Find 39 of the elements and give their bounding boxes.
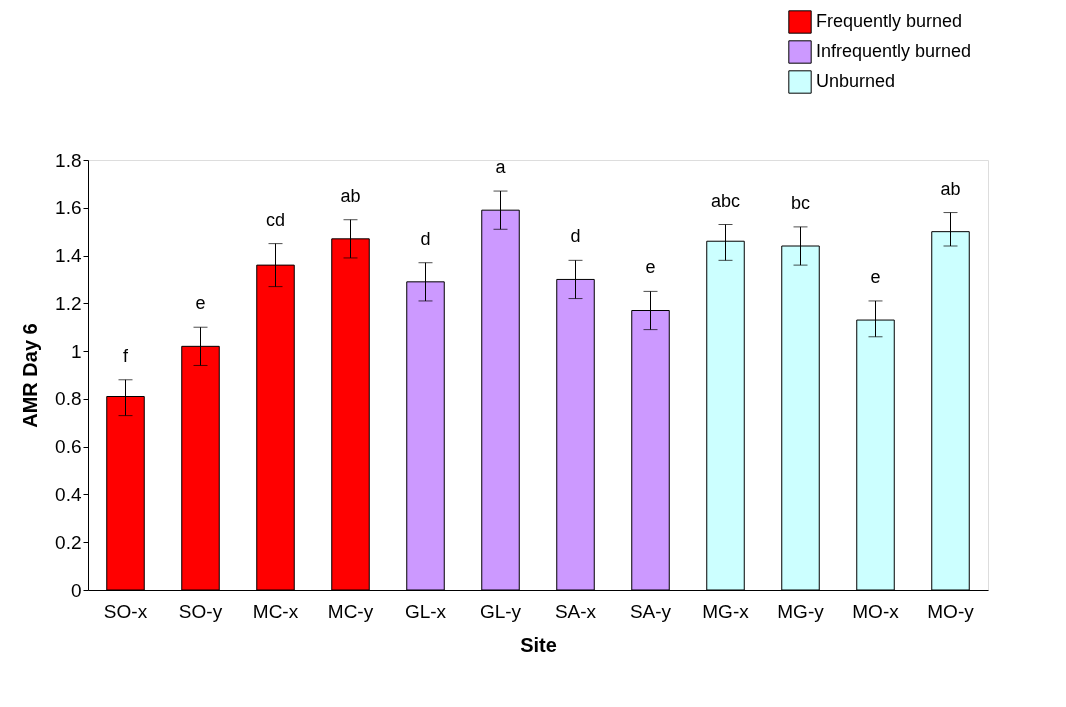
y-tick-label: 1.8 [55,149,82,171]
x-axis-title: Site [520,633,557,656]
x-tick-label: MC-x [252,600,299,622]
y-tick-label: 0.8 [55,388,82,410]
y-tick-label: 1.6 [55,197,82,219]
y-tick-label: 0.4 [55,483,82,505]
legend-label: Unburned [816,71,896,91]
y-tick-label: 1.4 [55,245,82,267]
annotation: a [495,157,507,178]
x-tick-label: MG-x [702,600,750,622]
annotation: e [195,293,206,314]
annotation: d [570,226,581,247]
x-tick-label: SO-y [178,600,223,622]
x-tick-label: MG-y [777,600,825,622]
x-tick-label: SO-x [103,600,148,622]
annotation: abc [710,190,741,211]
annotation: e [645,257,656,278]
x-tick-label: GL-x [404,600,447,622]
annotation: ab [340,185,361,206]
x-tick-label: MC-y [327,600,374,622]
annotation: d [420,228,431,249]
legend-label: Frequently burned [816,11,963,31]
legend-label: Infrequently burned [816,41,972,61]
x-tick-label: SA-y [629,600,672,622]
annotation: bc [790,192,811,213]
y-axis-title: AMR Day 6 [19,323,42,428]
y-tick-label: 1.2 [55,292,82,314]
annotation: ab [940,178,961,199]
annotation: e [870,266,881,287]
x-tick-label: GL-y [479,600,522,622]
y-tick-label: 0.2 [55,531,82,553]
annotation: cd [265,209,286,230]
x-tick-label: MO-x [852,600,900,622]
y-tick-label: 0.6 [55,436,82,458]
x-tick-label: SA-x [554,600,597,622]
y-tick-label: 0 [70,579,82,601]
y-tick-label: 1 [70,340,82,362]
annotation: f [122,345,129,366]
x-tick-label: MO-y [927,600,975,622]
